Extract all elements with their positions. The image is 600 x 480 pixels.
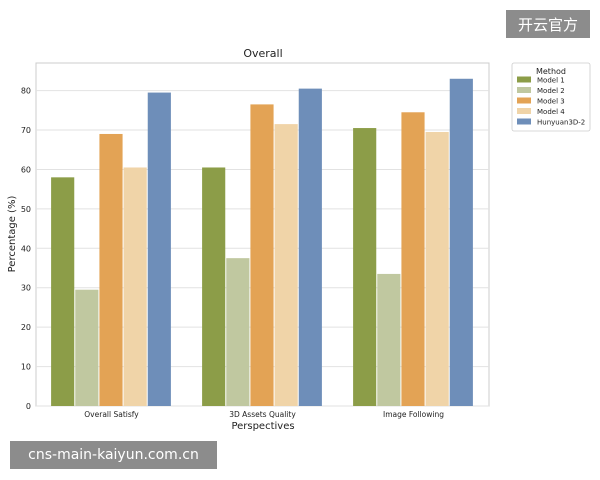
bar-model-2-2 [377, 273, 401, 406]
legend-swatch [517, 108, 531, 114]
bar-model-3-2 [401, 112, 425, 406]
y-axis-label: Percentage (%) [7, 196, 18, 273]
watermark-bottom: cns-main-kaiyun.com.cn [10, 441, 217, 469]
legend-swatch [517, 76, 531, 83]
watermark-top: 开云官方 [506, 10, 590, 38]
y-tick-label: 40 [21, 244, 31, 253]
bar-model-1-1 [202, 167, 226, 406]
bar-model-2-1 [226, 258, 250, 406]
legend-label: Hunyuan3D-2 [537, 119, 585, 127]
y-tick-label: 80 [21, 87, 31, 96]
y-tick-label: 30 [21, 284, 31, 293]
bar-model-3-0 [99, 133, 123, 406]
bar-hunyuan3d-2-0 [147, 92, 171, 406]
y-tick-label: 20 [21, 323, 31, 332]
y-tick-label: 10 [21, 363, 31, 372]
legend-swatch [517, 87, 531, 93]
x-tick-label: 3D Assets Quality [229, 410, 296, 419]
bar-model-1-2 [353, 128, 377, 406]
chart-title: Overall [243, 47, 282, 60]
y-tick-label: 60 [21, 165, 31, 174]
x-tick-label: Image Following [383, 410, 444, 419]
legend-box [511, 62, 591, 132]
legend-title: Method [536, 67, 566, 76]
legend-label: Model 1 [537, 77, 565, 85]
y-tick-label: 50 [21, 205, 31, 214]
bar-hunyuan3d-2-2 [449, 78, 473, 407]
legend-swatch [517, 118, 531, 125]
y-tick-label: 70 [21, 126, 31, 135]
legend-label: Model 4 [537, 108, 565, 116]
legend-label: Model 2 [537, 87, 565, 95]
bar-model-3-1 [250, 104, 274, 407]
y-tick-label: 0 [26, 402, 31, 411]
bar-model-4-2 [425, 131, 449, 406]
x-tick-label: Overall Satisfy [84, 410, 139, 419]
legend: Method Model 1 Model 2 Model 3 Model 4 Hunyu… [511, 62, 591, 132]
bar-hunyuan3d-2-1 [298, 88, 322, 406]
legend-label: Model 3 [537, 98, 565, 106]
bar-model-2-0 [75, 289, 99, 406]
bar-model-1-0 [51, 177, 75, 406]
legend-swatch [517, 97, 531, 104]
x-axis-label: Perspectives [231, 421, 294, 432]
bar-model-4-0 [123, 167, 147, 406]
bar-model-4-1 [274, 124, 298, 406]
